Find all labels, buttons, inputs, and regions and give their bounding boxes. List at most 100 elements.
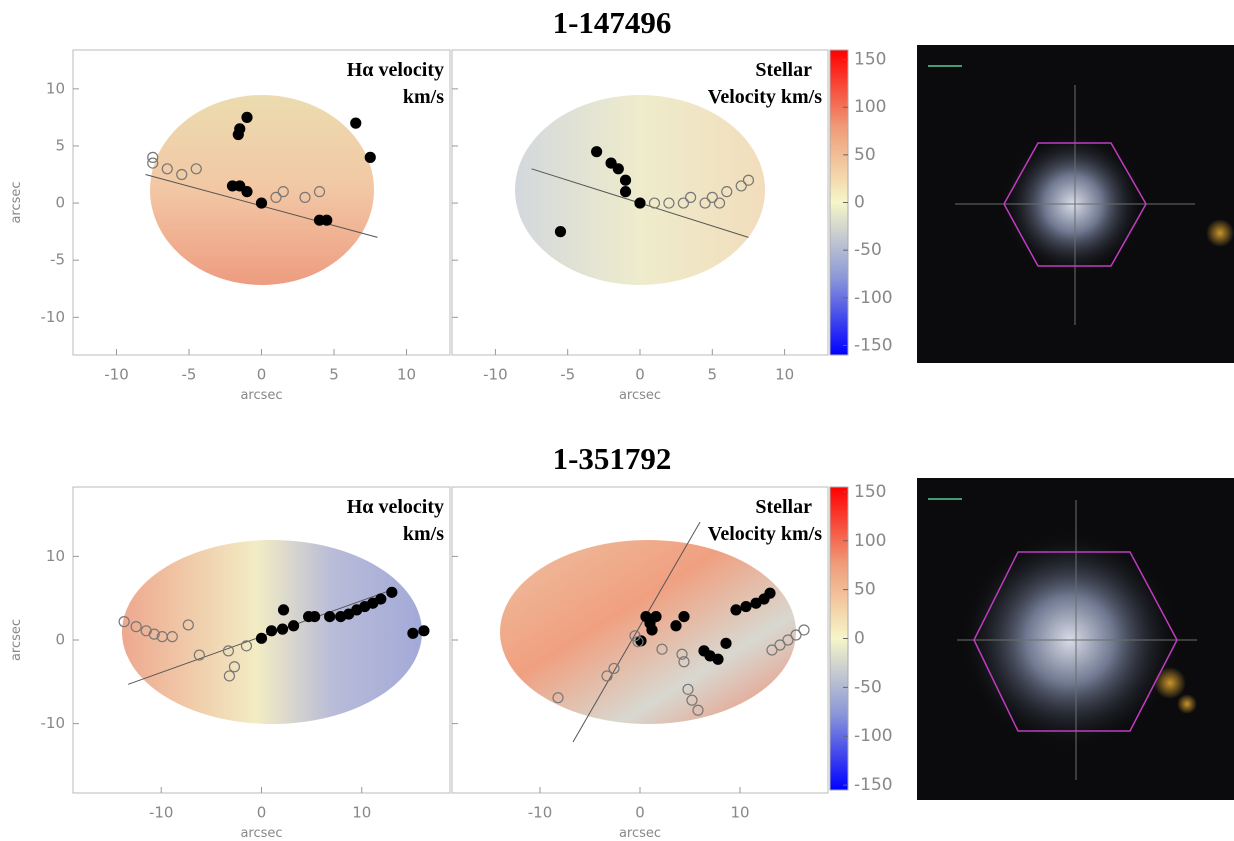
x-tick-label: 10 [775, 366, 794, 384]
filled-point [634, 197, 646, 209]
y-tick-label: -5 [50, 251, 65, 269]
open-point [790, 629, 802, 641]
open-point [161, 163, 173, 175]
y-axis-label: arcsec [9, 619, 24, 661]
open-point [299, 191, 311, 203]
y-tick-label: 5 [55, 136, 65, 154]
filled-point [678, 610, 690, 623]
open-point [676, 648, 688, 660]
x-axis-label: arcsec [619, 388, 661, 403]
x-tick-label: 0 [635, 366, 645, 384]
x-tick-label: -10 [483, 366, 508, 384]
x-tick-label: 5 [708, 366, 718, 384]
colorbar-tick-label: 50 [854, 580, 876, 600]
y-tick-label: 0 [55, 194, 65, 212]
filled-point [386, 586, 398, 598]
colorbar-tick-label: 100 [854, 97, 886, 117]
open-point [692, 704, 704, 716]
filled-point [287, 620, 300, 632]
y-tick-label: 10 [46, 547, 65, 565]
open-point [190, 163, 202, 175]
filled-point [712, 653, 724, 665]
panel-label: km/s [403, 86, 444, 108]
open-point [774, 639, 786, 651]
colorbar-tick-label: -50 [854, 240, 882, 260]
filled-point [730, 604, 742, 616]
open-point [686, 694, 698, 706]
open-point [601, 670, 613, 682]
colorbar-tick-label: -100 [854, 288, 893, 308]
panel-label: Stellar [755, 496, 812, 518]
x-tick-label: 0 [257, 366, 267, 384]
colorbar-tick-label: -100 [854, 726, 893, 746]
chart-title: 1-147496 [553, 5, 672, 40]
filled-point [740, 600, 752, 613]
open-point [277, 186, 289, 198]
filled-point [241, 111, 253, 123]
open-point [147, 157, 159, 169]
open-point [222, 645, 235, 657]
filled-point [646, 624, 658, 636]
filled-point [324, 610, 336, 623]
velocity-field [150, 95, 374, 285]
open-point [721, 186, 733, 198]
y-tick-label: 0 [55, 631, 65, 649]
open-point [677, 197, 689, 209]
filled-point [364, 151, 376, 163]
open-point [782, 634, 794, 646]
colorbar-tick-label: 0 [854, 629, 865, 649]
open-point [147, 151, 159, 163]
filled-point [720, 637, 732, 649]
axis-line [572, 521, 701, 743]
open-point [166, 631, 178, 643]
filled-point [321, 214, 333, 226]
y-tick-label: -10 [41, 308, 66, 326]
colorbar-tick-label: 50 [854, 145, 876, 165]
open-point [632, 636, 644, 648]
filled-point [277, 604, 290, 616]
x-axis-label: arcsec [240, 388, 282, 403]
x-tick-label: 0 [635, 804, 645, 822]
open-point [682, 683, 694, 695]
filled-point [265, 625, 278, 637]
open-point [663, 197, 675, 209]
filled-point [232, 128, 244, 141]
filled-point [619, 186, 632, 198]
panel-label: Stellar [755, 59, 812, 81]
open-point [182, 619, 194, 631]
filled-point [241, 186, 253, 198]
open-point [735, 180, 747, 192]
colorbar-tick-label: 150 [854, 482, 886, 502]
filled-point [764, 587, 776, 599]
x-tick-label: -10 [149, 804, 174, 822]
filled-point [234, 180, 246, 192]
open-point [608, 662, 620, 675]
colorbar-tick-label: 100 [854, 531, 886, 551]
galaxy-image [917, 478, 1234, 800]
filled-point [619, 174, 632, 186]
open-point [193, 649, 205, 661]
open-point [270, 191, 282, 203]
filled-point [255, 197, 268, 209]
colorbar-tick-label: -150 [854, 335, 893, 355]
open-point [552, 692, 564, 704]
open-point [240, 640, 253, 652]
chart-title: 1-351792 [553, 441, 672, 476]
filled-point [554, 226, 567, 238]
open-point [148, 628, 160, 640]
open-point [766, 644, 778, 656]
colorbar-tick-label: -50 [854, 677, 882, 697]
x-tick-label: -10 [104, 366, 129, 384]
colorbar-tick-label: 150 [854, 50, 886, 70]
panel-label: km/s [403, 523, 444, 545]
filled-point [309, 610, 321, 623]
filled-point [255, 632, 268, 644]
open-point [629, 630, 641, 642]
panel-label: Velocity km/s [708, 86, 822, 108]
filled-point [670, 620, 682, 632]
filled-point [350, 117, 362, 129]
open-point [699, 197, 711, 209]
open-point [313, 186, 326, 198]
